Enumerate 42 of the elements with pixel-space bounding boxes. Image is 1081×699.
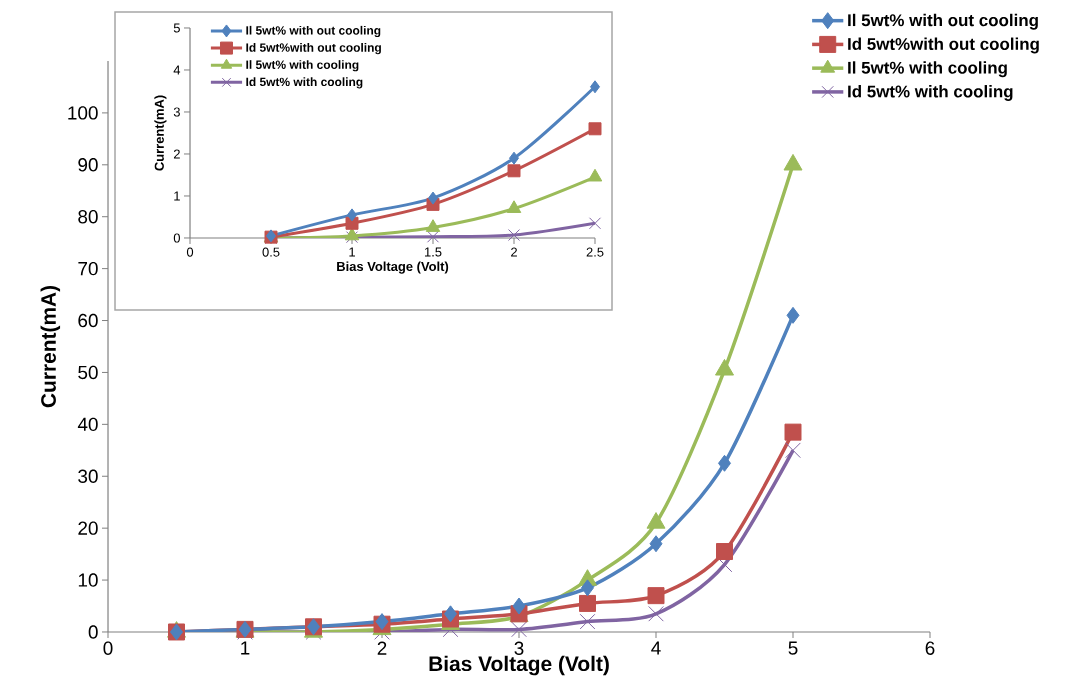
x-tick-label: 3: [514, 641, 524, 655]
y-tick-label: 20: [78, 521, 98, 535]
y-tick-label: 40: [77, 417, 98, 432]
legend-label: Id 5wt% with cooling: [848, 85, 1013, 101]
x-tick-label: 1.5: [424, 247, 442, 257]
x-tick-label: 2: [511, 247, 517, 257]
y-tick-label: 80: [78, 210, 98, 224]
x-tick-label: 4: [651, 641, 661, 655]
legend-label: Il 5wt% with cooling: [848, 61, 1007, 78]
y-tick-label: 1: [174, 191, 180, 201]
y-tick-label: 90: [78, 158, 98, 172]
x-tick-label: 1: [349, 247, 355, 257]
y-tick-label: 4: [173, 65, 181, 75]
x-tick-label: 5: [788, 641, 798, 655]
y-tick-label: 30: [78, 469, 98, 483]
legend-label: Id 5wt% with cooling: [246, 77, 363, 89]
y-tick-label: 2: [173, 149, 180, 159]
y-tick-label: 0: [88, 625, 98, 639]
legend-label: Il 5wt% with out cooling: [848, 13, 1038, 30]
x-tick-label: 1: [241, 641, 250, 655]
legend-label: Il 5wt% with cooling: [246, 60, 359, 72]
y-tick-label: 0: [173, 233, 180, 243]
x-axis-title: Bias Voltage (Volt): [429, 655, 609, 676]
x-tick-label: 0.5: [262, 247, 280, 257]
x-tick-label: 0: [186, 247, 194, 257]
y-tick-label: 3: [173, 107, 180, 117]
y-tick-label: 70: [78, 261, 98, 276]
y-tick-label: 60: [78, 313, 98, 328]
y-tick-label: 100: [68, 106, 98, 120]
y-axis-title: Current(mA): [40, 285, 61, 408]
legend-label: Id 5wt%with out cooling: [848, 37, 1039, 54]
legend-label: Id 5wt%with out cooling: [246, 43, 381, 55]
y-tick-label: 5: [173, 23, 180, 33]
legend-label: Il 5wt% with out cooling: [246, 25, 381, 38]
x-tick-label: 0: [103, 641, 113, 655]
y-axis-title: Current(mA): [154, 95, 167, 171]
x-tick-label: 2: [377, 641, 387, 655]
x-tick-label: 2.5: [586, 247, 604, 257]
y-tick-label: 50: [78, 365, 98, 380]
x-axis-title: Bias Voltage (Volt): [337, 261, 449, 274]
x-tick-label: 6: [925, 641, 935, 655]
y-tick-label: 10: [78, 573, 98, 587]
